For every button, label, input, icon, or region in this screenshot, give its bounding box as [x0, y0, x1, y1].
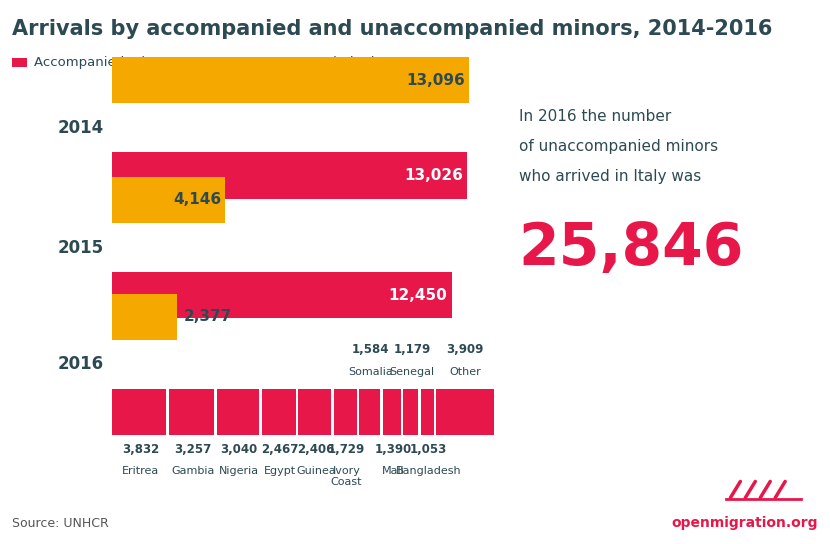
Text: 2,467: 2,467 — [261, 443, 299, 456]
Text: Arrivals by accompanied and unaccompanied minors, 2014-2016: Arrivals by accompanied and unaccompanie… — [12, 19, 773, 39]
Text: 12,450: 12,450 — [388, 288, 447, 302]
Text: Unaccompanied minors: Unaccompanied minors — [246, 56, 403, 69]
Text: 2016: 2016 — [57, 355, 104, 374]
Bar — [359, 389, 380, 435]
Text: 2,377: 2,377 — [183, 310, 232, 324]
Text: Accompanied minors: Accompanied minors — [34, 56, 174, 69]
Text: Mali: Mali — [382, 466, 404, 476]
Text: 13,026: 13,026 — [404, 168, 463, 183]
Text: 1,584: 1,584 — [352, 343, 389, 356]
Text: who arrived in Italy was: who arrived in Italy was — [519, 169, 701, 184]
Text: 1,390: 1,390 — [374, 443, 412, 456]
Bar — [217, 389, 259, 435]
Text: 3,909: 3,909 — [447, 343, 484, 356]
Text: 25,846: 25,846 — [519, 220, 745, 277]
Bar — [112, 152, 467, 199]
Text: 2,406: 2,406 — [297, 443, 334, 456]
Bar — [261, 389, 295, 435]
Bar — [421, 389, 433, 435]
Text: Egypt: Egypt — [264, 466, 296, 476]
Bar — [334, 389, 357, 435]
Bar — [112, 177, 225, 223]
FancyBboxPatch shape — [12, 58, 27, 67]
FancyBboxPatch shape — [224, 58, 239, 67]
Text: 1,053: 1,053 — [410, 443, 447, 456]
Text: 1,179: 1,179 — [393, 343, 431, 356]
Text: 3,040: 3,040 — [221, 443, 258, 456]
Text: 3,257: 3,257 — [174, 443, 212, 456]
Text: 2015: 2015 — [57, 238, 104, 257]
Bar — [403, 389, 418, 435]
Bar — [436, 389, 494, 435]
Bar — [168, 389, 214, 435]
Text: 1,729: 1,729 — [328, 443, 365, 456]
Text: Guinea: Guinea — [296, 466, 336, 476]
Text: Source: UNHCR: Source: UNHCR — [12, 517, 110, 530]
Text: Bangladesh: Bangladesh — [396, 466, 461, 476]
Text: In 2016 the number: In 2016 the number — [519, 109, 671, 124]
Text: Other: Other — [449, 367, 481, 377]
Bar — [112, 272, 452, 318]
Text: Ivory
Coast: Ivory Coast — [330, 466, 362, 487]
Bar — [112, 57, 469, 103]
Bar — [383, 389, 401, 435]
Text: Somalia: Somalia — [349, 367, 393, 377]
Text: Nigeria: Nigeria — [219, 466, 259, 476]
Text: Eritrea: Eritrea — [122, 466, 159, 476]
Text: Gambia: Gambia — [171, 466, 214, 476]
Bar — [298, 389, 331, 435]
Bar — [112, 294, 177, 340]
Text: 13,096: 13,096 — [407, 73, 465, 88]
Text: 4,146: 4,146 — [173, 193, 221, 207]
Text: 3,832: 3,832 — [122, 443, 159, 456]
Text: of unaccompanied minors: of unaccompanied minors — [519, 139, 718, 154]
Bar — [112, 389, 166, 435]
Text: 2014: 2014 — [57, 119, 104, 137]
Text: Senegal: Senegal — [389, 367, 434, 377]
Text: openmigration.org: openmigration.org — [671, 516, 818, 530]
